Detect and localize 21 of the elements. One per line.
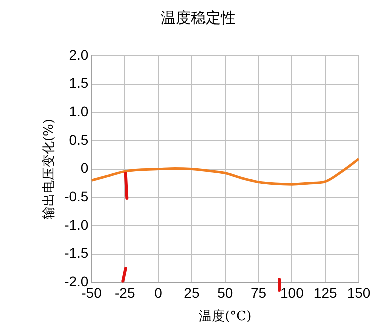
chart-title: 温度稳定性 — [161, 8, 236, 27]
x-tick-label: 150 — [347, 284, 371, 301]
y-tick-label: -0.5 — [64, 188, 89, 204]
line-series — [92, 158, 359, 186]
y-tick-label: 0.5 — [69, 132, 89, 148]
x-axis-title: 温度(°C) — [199, 308, 252, 325]
x-tick-label: -25 — [115, 284, 136, 301]
y-tick-label: -2.0 — [64, 273, 89, 290]
y-tick-label: -1.5 — [64, 245, 89, 262]
y-tick-label: 1.0 — [69, 104, 89, 120]
y-tick-label: -1.0 — [64, 216, 89, 233]
y-tick-label: 2.0 — [69, 46, 89, 63]
y-tick-label: 0 — [80, 160, 89, 176]
x-tick-label: 75 — [250, 284, 267, 301]
y-axis-title: 输出电压变化(%) — [42, 119, 58, 220]
x-tick-label: 0 — [154, 284, 163, 301]
x-tick-label: 25 — [184, 284, 200, 301]
y-tick-label: 1.5 — [69, 75, 89, 92]
x-tick-label: 100 — [280, 284, 304, 301]
x-tick-label: 125 — [314, 284, 338, 301]
x-tick-label: 50 — [218, 284, 234, 301]
